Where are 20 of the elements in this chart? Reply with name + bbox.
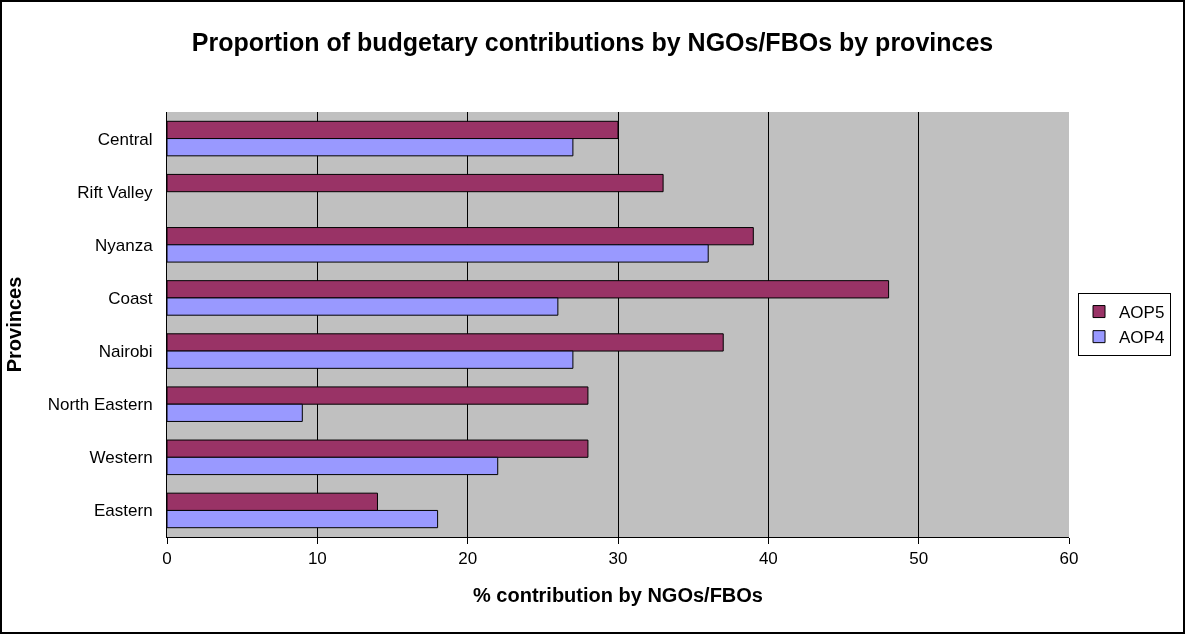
x-tick-label: 0 [162,549,172,569]
y-tick-label: Eastern [94,501,153,521]
y-axis-title: Provinces [3,276,26,373]
x-tick-label: 40 [758,549,778,569]
chart-title: Proportion of budgetary contributions by NGOs/FBOs by provinces [191,28,994,56]
x-tick-label: 60 [1059,549,1079,569]
y-tick-label: Coast [108,288,153,308]
x-tick-label: 10 [307,549,327,569]
y-tick-label: Rift Valley [77,182,154,202]
y-tick-label: Nyanza [94,235,154,255]
y-tick-label: Nairobi [98,342,153,362]
x-tick-label: 30 [608,549,628,569]
legend-label: AOP5 [1119,303,1165,323]
x-tick-label: 20 [458,549,478,569]
legend-label: AOP4 [1119,328,1165,348]
y-tick-label: Western [89,448,153,468]
y-tick-label: North Eastern [47,395,153,415]
x-axis-title: % contribution by NGOs/FBOs [472,583,764,606]
x-tick-label: 50 [909,549,929,569]
y-tick-label: Central [97,129,153,149]
